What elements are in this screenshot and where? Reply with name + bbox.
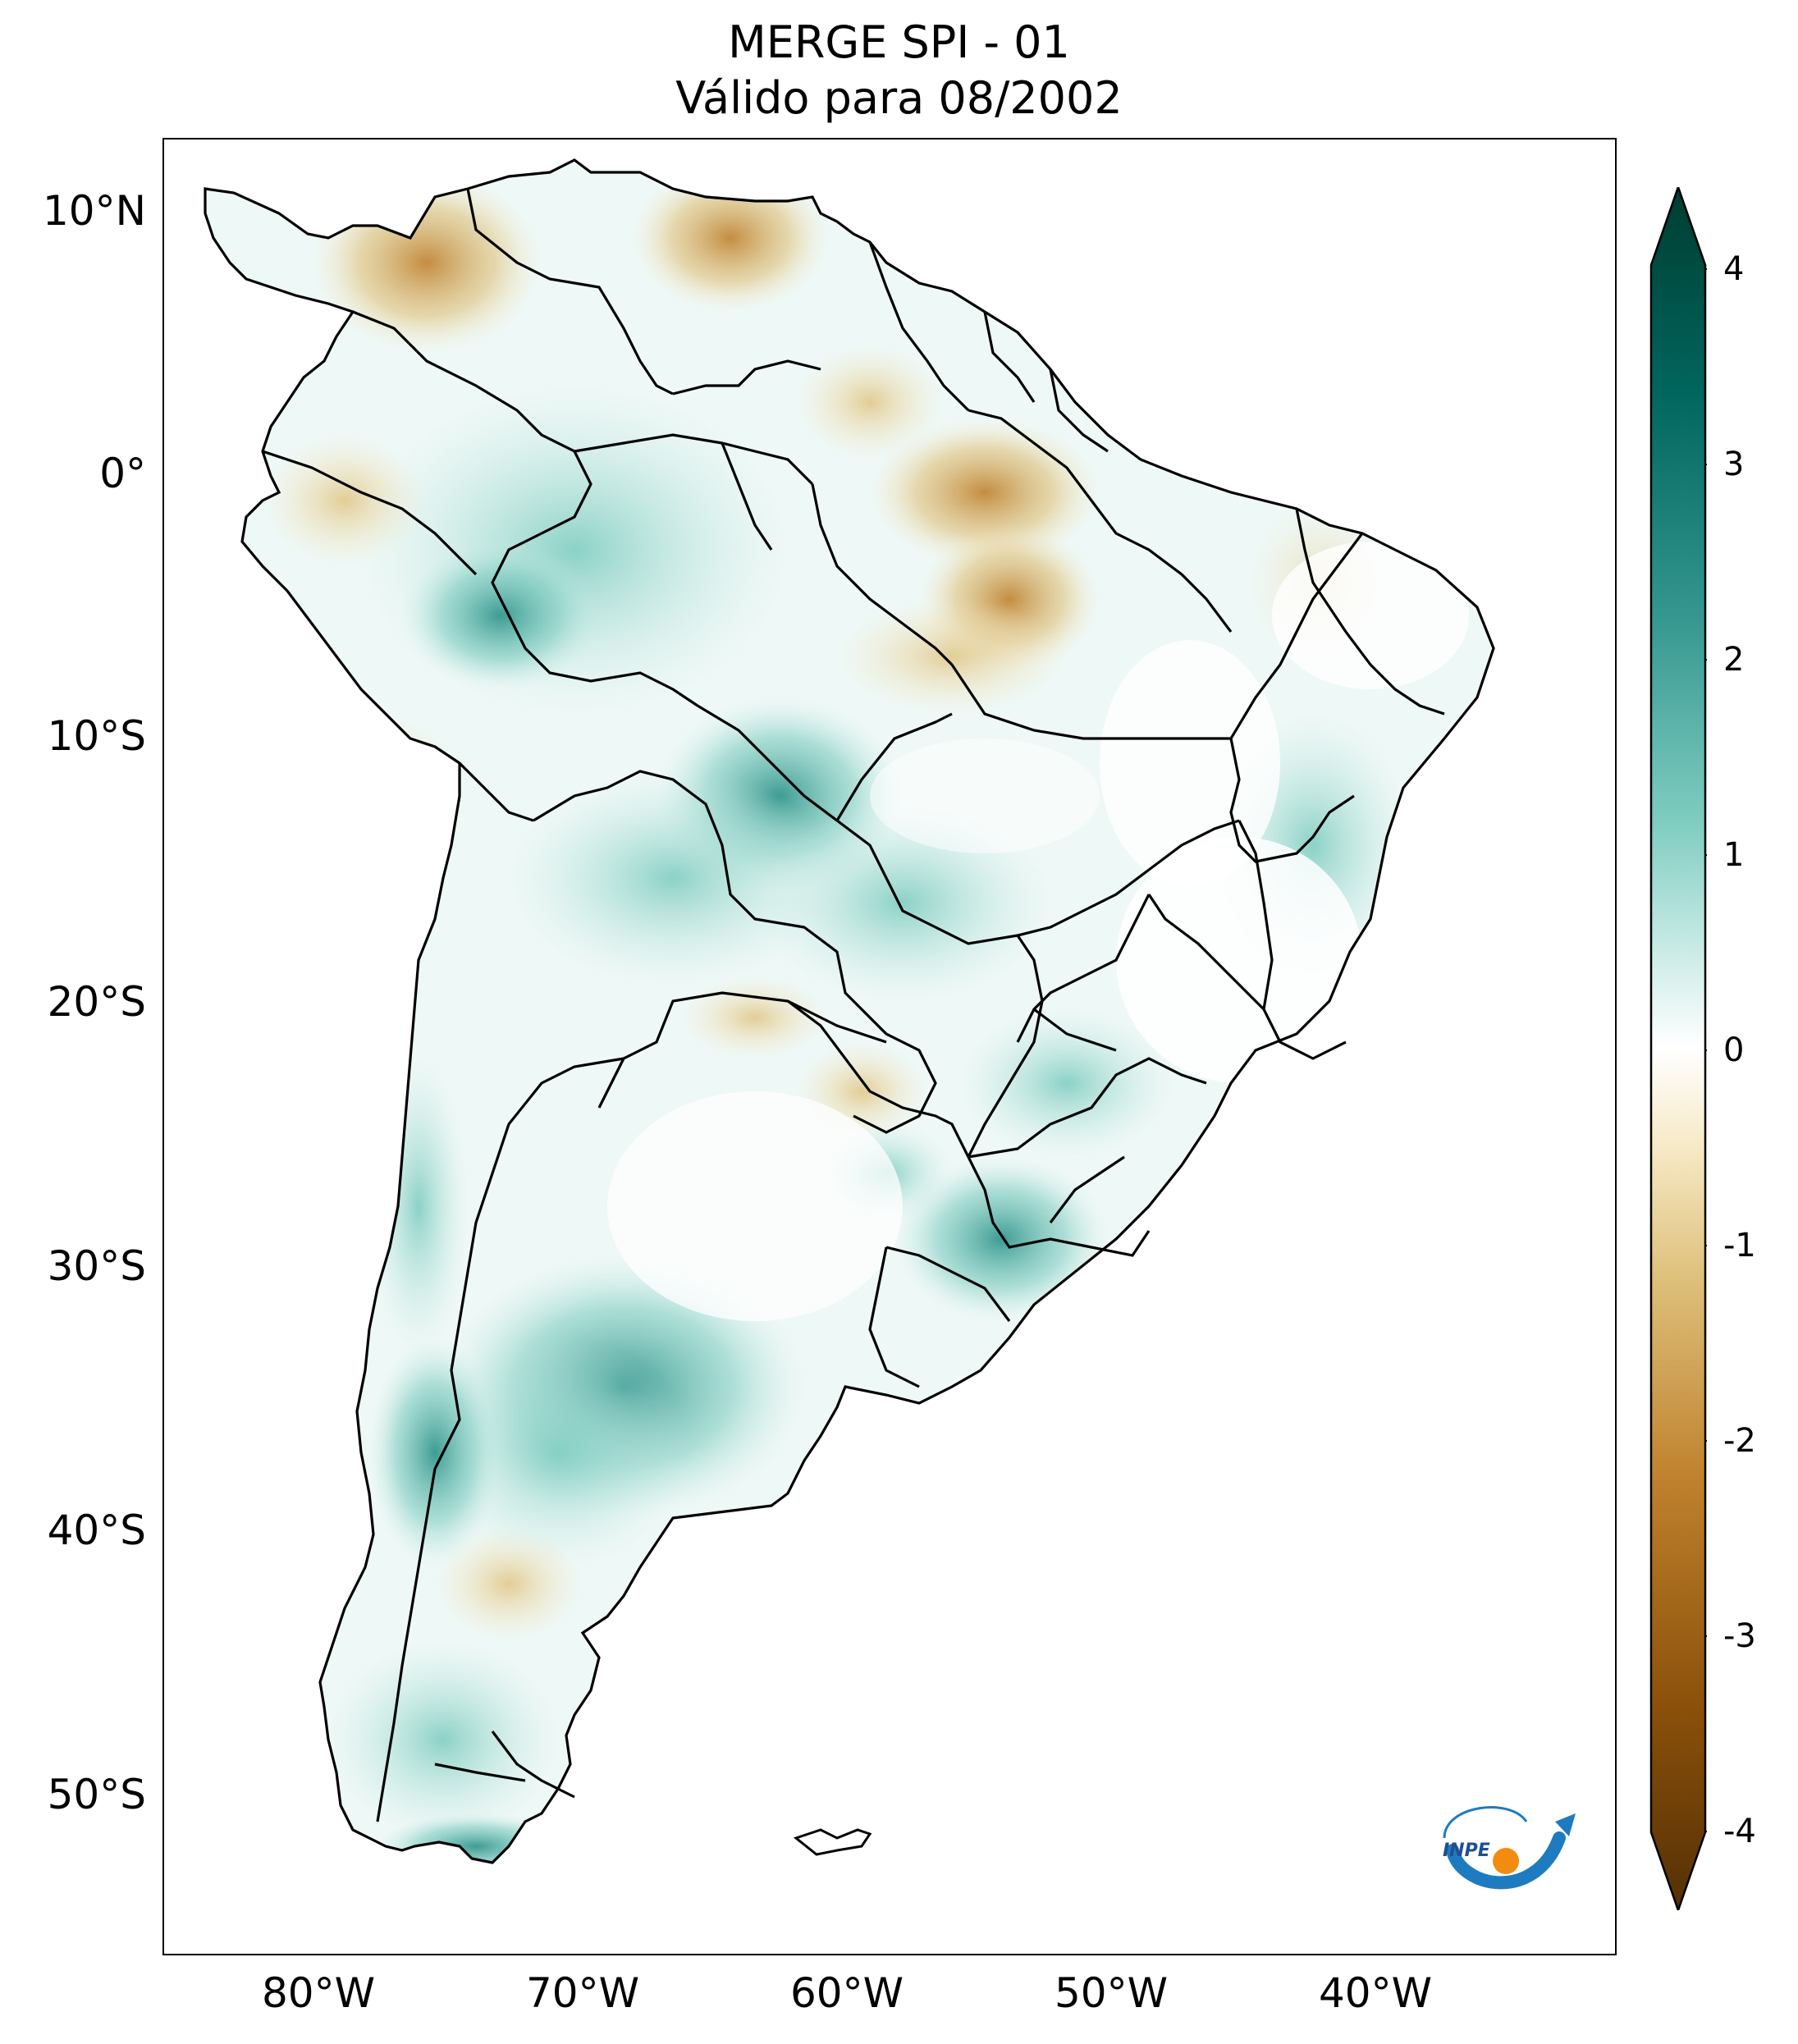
lat-label-10s: 10°S	[47, 712, 146, 760]
lat-label-40s: 40°S	[47, 1507, 146, 1554]
colorbar-label-neg1: -1	[1723, 1227, 1756, 1264]
lon-label-60w: 60°W	[789, 1969, 904, 2017]
colorbar-label-neg3: -3	[1723, 1617, 1756, 1655]
lon-label-80w: 80°W	[261, 1969, 376, 2017]
lat-label-20s: 20°S	[47, 978, 146, 1026]
colorbar	[1649, 187, 1707, 1910]
map-subtitle: Válido para 08/2002	[675, 72, 1123, 124]
map-panel	[162, 138, 1617, 1955]
colorbar-label-2: 2	[1723, 641, 1745, 679]
lat-label-0: 0°	[99, 450, 146, 497]
lat-label-10n: 10°N	[42, 187, 146, 235]
colorbar-label-3: 3	[1723, 446, 1745, 483]
colorbar-gradient	[1649, 187, 1707, 1910]
map-title: MERGE SPI - 01	[728, 16, 1070, 68]
colorbar-label-1: 1	[1723, 836, 1745, 874]
inpe-logo-text: INPE	[1443, 1841, 1490, 1861]
colorbar-label-4: 4	[1723, 250, 1745, 288]
lon-label-70w: 70°W	[525, 1969, 640, 2017]
colorbar-label-neg4: -4	[1723, 1813, 1756, 1850]
colorbar-label-neg2: -2	[1723, 1422, 1756, 1460]
lat-label-30s: 30°S	[47, 1242, 146, 1290]
lon-label-50w: 50°W	[1054, 1969, 1169, 2017]
inpe-logo: INPE	[1436, 1789, 1584, 1895]
south-america-map	[204, 158, 1495, 1864]
borders	[204, 158, 1495, 1864]
lat-label-50s: 50°S	[47, 1771, 146, 1818]
colorbar-label-0: 0	[1723, 1031, 1745, 1069]
lon-label-40w: 40°W	[1318, 1969, 1433, 2017]
spi-field	[205, 160, 1494, 1863]
inpe-logo-icon: INPE	[1443, 1806, 1576, 1890]
falkland-islands	[793, 1828, 872, 1856]
